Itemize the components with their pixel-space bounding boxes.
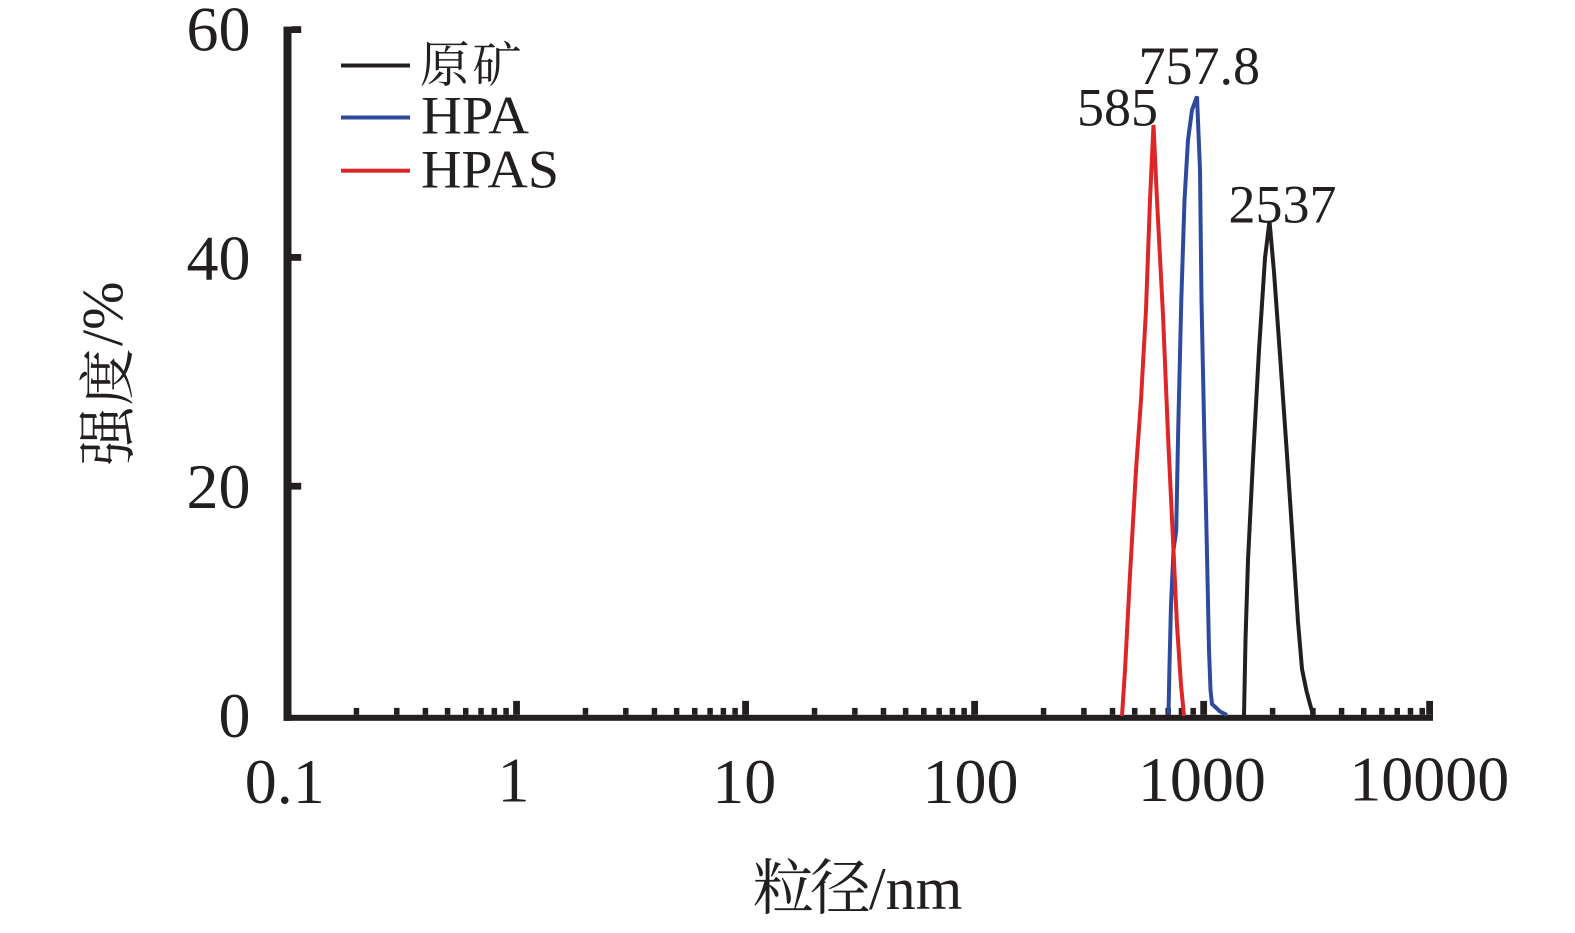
svg-text:585: 585 — [1077, 78, 1158, 138]
svg-text:10: 10 — [712, 746, 776, 817]
svg-text:/%: /% — [70, 282, 135, 346]
svg-text:0: 0 — [219, 680, 251, 751]
svg-text:1000: 1000 — [1138, 744, 1266, 815]
svg-text:1: 1 — [498, 745, 530, 816]
svg-text:10000: 10000 — [1349, 744, 1509, 815]
svg-text:/nm: /nm — [869, 856, 962, 922]
svg-text:60: 60 — [187, 0, 251, 65]
svg-text:0.1: 0.1 — [245, 746, 325, 817]
svg-text:HPAS: HPAS — [421, 139, 559, 199]
svg-text:757.8: 757.8 — [1138, 36, 1260, 96]
svg-text:20: 20 — [187, 451, 251, 522]
svg-text:40: 40 — [187, 222, 251, 293]
svg-text:100: 100 — [923, 746, 1019, 817]
svg-text:HPA: HPA — [421, 85, 529, 145]
svg-text:2537: 2537 — [1229, 175, 1337, 235]
